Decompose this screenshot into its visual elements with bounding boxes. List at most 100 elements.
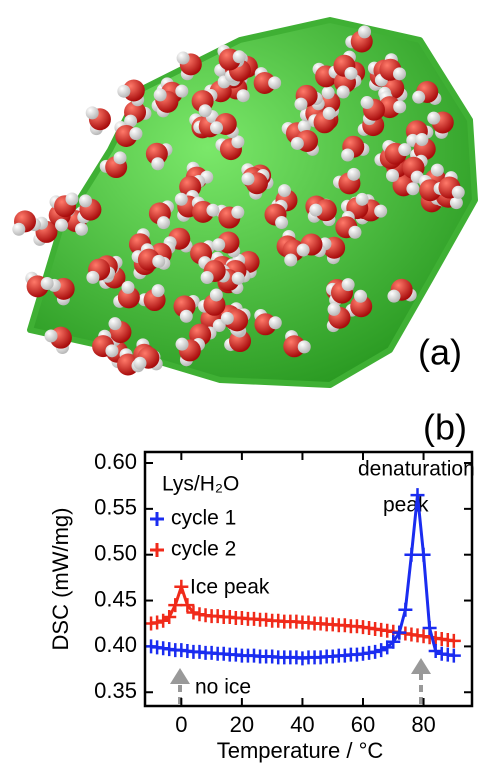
hydrogen <box>341 148 355 162</box>
hydrogen <box>398 143 412 157</box>
water-molecule <box>153 88 179 118</box>
water-molecule <box>360 96 385 126</box>
hydrogen <box>174 192 188 206</box>
hydrogen <box>406 182 420 196</box>
marker <box>446 648 461 663</box>
hydrogen <box>121 280 135 294</box>
y-tick-label: 0.35 <box>94 678 137 703</box>
hydrogen <box>360 96 374 110</box>
hydrogen <box>151 157 165 171</box>
hydrogen <box>284 253 298 267</box>
water-molecule <box>215 135 245 161</box>
hydrogen <box>321 86 335 100</box>
marker <box>410 488 425 503</box>
hydrogen <box>294 97 308 111</box>
hydrogen <box>206 203 220 217</box>
hydrogen <box>392 67 406 81</box>
water-molecule <box>210 113 239 139</box>
water-molecule <box>191 196 220 223</box>
water-molecule <box>138 284 166 312</box>
water-molecule <box>175 337 201 367</box>
plot-frame <box>143 450 474 708</box>
water-molecule <box>382 139 412 165</box>
hydrogen <box>231 135 245 149</box>
hydrogen <box>268 76 282 90</box>
hydrogen <box>451 185 465 199</box>
annotation: denaturation <box>358 458 475 481</box>
hydrogen <box>348 225 362 239</box>
panel-label: (b) <box>423 407 467 448</box>
marker <box>168 598 183 613</box>
hydrogen <box>449 196 463 210</box>
hydrogen <box>176 51 190 65</box>
annotation: peak <box>383 494 429 517</box>
hydrogen <box>327 302 341 316</box>
water-molecule <box>283 330 311 358</box>
hydrogen <box>393 100 407 114</box>
hydrogen <box>415 132 429 146</box>
marker <box>374 643 389 658</box>
water-molecule <box>387 278 417 303</box>
y-tick-label: 0.55 <box>94 495 137 520</box>
water-molecule <box>345 25 373 53</box>
water-molecule <box>333 50 358 80</box>
water-molecule <box>264 199 289 230</box>
water-molecule <box>335 210 362 239</box>
arrowhead <box>170 668 190 684</box>
water-molecule <box>200 259 230 284</box>
hydrogen <box>157 216 171 230</box>
x-tick-label: 40 <box>290 712 314 737</box>
hydrogen <box>309 203 323 217</box>
hydrogen <box>430 163 444 177</box>
water-molecule <box>85 106 111 136</box>
hydrogen <box>358 25 372 39</box>
marker <box>428 643 443 658</box>
water-molecule <box>77 194 102 224</box>
hydrogen <box>117 84 131 98</box>
marker <box>416 547 431 562</box>
water-molecule <box>193 110 221 138</box>
hydrogen <box>344 66 358 80</box>
marker <box>162 610 177 625</box>
marker <box>422 621 437 636</box>
annotation: Ice peak <box>190 576 270 599</box>
hydrogen <box>153 88 167 102</box>
marker <box>368 644 383 659</box>
water-molecule <box>137 243 166 271</box>
hydrogen <box>65 192 79 206</box>
water-molecule <box>12 210 41 236</box>
water-molecule <box>296 233 326 258</box>
water-molecule <box>215 204 245 229</box>
hydrogen <box>427 111 441 125</box>
legend-marker <box>150 512 164 526</box>
hydrogen <box>296 243 310 257</box>
water-molecule <box>309 199 337 227</box>
water-molecule <box>294 84 323 111</box>
y-axis-label: DSC (mW/mg) <box>48 508 73 651</box>
x-tick-label: 80 <box>411 712 435 737</box>
water-molecule <box>326 302 351 333</box>
water-molecule <box>254 308 282 336</box>
water-molecule <box>333 167 361 195</box>
hydrogen <box>78 194 92 208</box>
hydrogen <box>75 222 89 236</box>
panel-label: (a) <box>418 332 462 373</box>
hydrogen <box>175 337 189 351</box>
hydrogen <box>129 127 143 141</box>
hydrogen <box>277 184 291 198</box>
hydrogen <box>105 344 119 358</box>
water-molecule <box>212 231 241 258</box>
hydrogen <box>113 151 127 165</box>
legend-title: Lys/H₂O <box>162 473 239 496</box>
hydrogen <box>231 205 245 219</box>
hydrogen <box>209 288 223 302</box>
x-tick-label: 60 <box>351 712 375 737</box>
marker <box>404 547 419 562</box>
water-molecule <box>220 309 249 337</box>
water-molecule <box>191 89 218 118</box>
hydrogen <box>387 289 401 303</box>
hydrogen <box>341 278 355 292</box>
hydrogen <box>268 316 282 330</box>
water-molecule <box>326 278 355 304</box>
